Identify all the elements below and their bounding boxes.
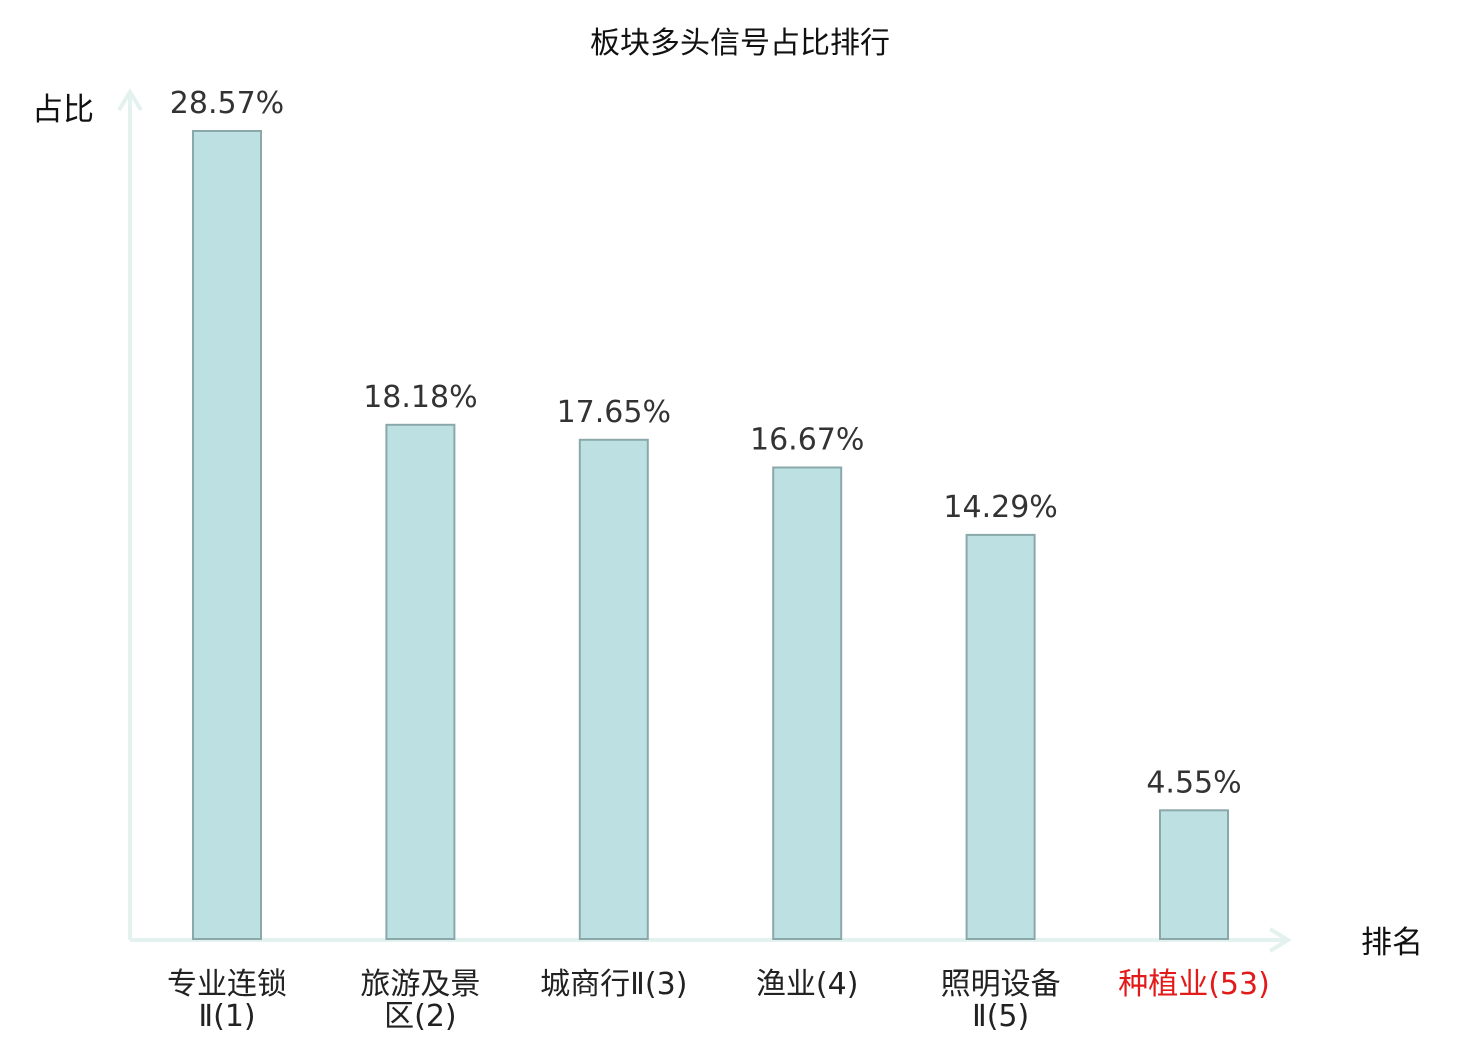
bar-value-label: 14.29% [943,490,1057,525]
bar [772,466,843,940]
x-axis [130,927,1292,953]
bar-value-label: 4.55% [1146,765,1241,800]
bar [965,533,1036,941]
category-label: 渔业(4) [756,967,859,1002]
y-axis-label: 占比 [32,92,94,128]
bar-value-label: 17.65% [557,395,671,430]
bar [385,423,456,940]
bar [192,130,262,940]
bars-group [192,130,1229,941]
bar-value-label: 18.18% [363,380,477,415]
bar [1159,809,1229,940]
y-axis [117,88,143,940]
category-label: 旅游及景 [360,967,480,1002]
category-label: Ⅱ(1) [198,999,255,1034]
category-label: 专业连锁 [167,967,287,1002]
category-label: 区(2) [384,999,457,1034]
value-labels-group: 28.57% 18.18% 17.65% 16.67% 14.29% 4.55% [170,86,1242,800]
category-label: Ⅱ(5) [972,999,1029,1034]
category-label: 城商行Ⅱ(3) [540,967,687,1002]
bar-value-label: 28.57% [170,86,284,121]
chart-title: 板块多头信号占比排行 [590,26,890,61]
bar [578,438,649,940]
bar-value-label: 16.67% [750,423,864,458]
category-label: 照明设备 [941,967,1061,1002]
x-axis-label: 排名 [1361,925,1423,961]
category-label: 种植业(53) [1118,967,1270,1002]
